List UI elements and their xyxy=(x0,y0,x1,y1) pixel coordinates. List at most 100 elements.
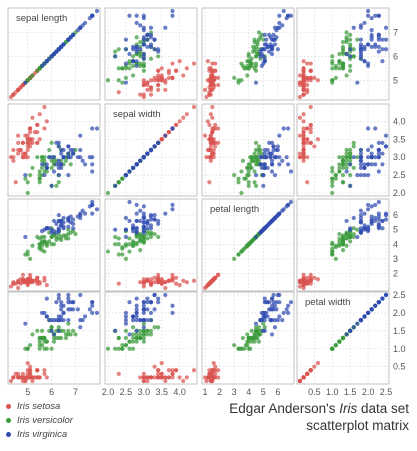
data-point-series-1 xyxy=(340,335,346,341)
data-point-series-1 xyxy=(141,321,146,326)
data-point-series-0 xyxy=(28,140,33,145)
data-point-series-2 xyxy=(90,13,95,18)
data-point-series-2 xyxy=(71,221,76,226)
data-point-series-2 xyxy=(253,234,259,240)
data-point-series-2 xyxy=(66,37,71,42)
data-point-series-1 xyxy=(123,242,129,247)
data-point-series-0 xyxy=(156,272,161,277)
data-point-series-2 xyxy=(90,310,95,316)
data-point-series-1 xyxy=(253,162,259,167)
data-point-series-0 xyxy=(297,73,303,78)
data-point-series-1 xyxy=(340,39,346,45)
data-point-series-0 xyxy=(170,368,175,373)
data-point-series-0 xyxy=(301,66,306,71)
data-point-series-1 xyxy=(37,169,42,174)
data-point-series-0 xyxy=(16,375,21,380)
data-point-series-0 xyxy=(204,94,209,100)
data-point-series-1 xyxy=(105,78,111,83)
data-point-series-1 xyxy=(120,246,125,251)
data-point-series-1 xyxy=(28,75,33,80)
data-point-series-2 xyxy=(152,37,157,42)
data-point-series-2 xyxy=(49,183,54,188)
data-point-series-2 xyxy=(380,140,385,145)
data-point-series-1 xyxy=(330,66,335,71)
legend-label-versicolor: Iris versicolor xyxy=(17,414,73,426)
data-point-series-2 xyxy=(56,296,61,301)
data-point-series-2 xyxy=(152,307,157,312)
data-point-series-0 xyxy=(312,275,317,280)
data-point-series-2 xyxy=(56,172,61,178)
data-point-series-2 xyxy=(348,47,353,52)
data-point-series-2 xyxy=(269,296,275,301)
data-point-series-2 xyxy=(271,217,276,222)
data-point-series-2 xyxy=(145,218,150,224)
data-point-series-2 xyxy=(362,162,367,167)
data-point-series-2 xyxy=(380,296,385,301)
caption-line-2: scatterplot matrix xyxy=(306,418,409,433)
data-point-series-0 xyxy=(202,375,208,380)
data-point-series-2 xyxy=(262,32,267,37)
data-point-series-2 xyxy=(130,314,136,319)
data-point-series-2 xyxy=(170,207,175,212)
data-point-series-1 xyxy=(340,49,346,54)
data-point-series-0 xyxy=(25,155,30,160)
data-point-series-1 xyxy=(333,343,338,348)
data-point-series-0 xyxy=(208,112,213,117)
data-point-series-1 xyxy=(340,248,346,253)
data-point-series-0 xyxy=(308,68,313,73)
data-point-series-0 xyxy=(202,87,208,92)
data-point-series-1 xyxy=(35,328,40,333)
data-point-series-2 xyxy=(141,230,146,235)
data-point-series-1 xyxy=(248,346,253,351)
data-point-series-1 xyxy=(73,332,78,337)
data-point-series-1 xyxy=(23,176,28,181)
data-point-series-2 xyxy=(362,165,367,171)
data-point-series-0 xyxy=(205,119,211,124)
panel-2-0 xyxy=(7,198,101,292)
data-point-series-2 xyxy=(358,25,364,30)
data-point-series-1 xyxy=(249,165,254,171)
data-point-series-2 xyxy=(351,215,356,221)
data-point-series-0 xyxy=(20,272,26,277)
data-point-series-0 xyxy=(145,80,150,85)
data-point-series-1 xyxy=(242,176,247,181)
data-point-series-0 xyxy=(170,371,175,376)
panel-1-1: sepal width xyxy=(104,103,198,197)
data-point-series-0 xyxy=(37,112,42,117)
data-point-series-1 xyxy=(330,249,335,254)
data-point-series-1 xyxy=(232,343,237,348)
data-point-series-2 xyxy=(66,217,71,222)
data-point-series-1 xyxy=(245,73,250,78)
data-point-series-1 xyxy=(330,240,335,245)
data-point-series-2 xyxy=(365,8,371,14)
data-point-series-0 xyxy=(205,59,211,64)
data-point-series-2 xyxy=(272,42,278,47)
data-point-series-1 xyxy=(66,227,71,232)
data-point-series-2 xyxy=(66,151,71,156)
data-point-series-2 xyxy=(358,213,364,218)
data-point-series-1 xyxy=(333,256,338,261)
data-point-series-0 xyxy=(25,147,30,153)
data-point-series-1 xyxy=(42,346,47,351)
data-point-series-2 xyxy=(39,229,45,234)
data-point-series-2 xyxy=(71,151,76,156)
data-point-series-2 xyxy=(262,147,267,153)
data-point-series-2 xyxy=(141,37,146,42)
data-point-series-0 xyxy=(305,140,310,145)
x-tick-label: 5 xyxy=(261,387,266,397)
data-point-series-2 xyxy=(285,162,291,167)
y-tick-label: 2.5 xyxy=(393,170,406,180)
data-point-series-2 xyxy=(351,25,356,30)
data-point-series-2 xyxy=(358,215,364,221)
data-point-series-2 xyxy=(134,218,139,224)
data-point-series-1 xyxy=(337,339,342,344)
data-point-series-1 xyxy=(239,78,244,83)
data-point-series-0 xyxy=(308,75,313,80)
data-point-series-0 xyxy=(159,73,164,78)
y-tick-label: 6 xyxy=(393,210,398,220)
data-point-series-2 xyxy=(265,314,270,319)
data-point-series-2 xyxy=(66,300,71,305)
data-point-series-2 xyxy=(51,332,57,337)
data-point-series-0 xyxy=(210,129,215,135)
